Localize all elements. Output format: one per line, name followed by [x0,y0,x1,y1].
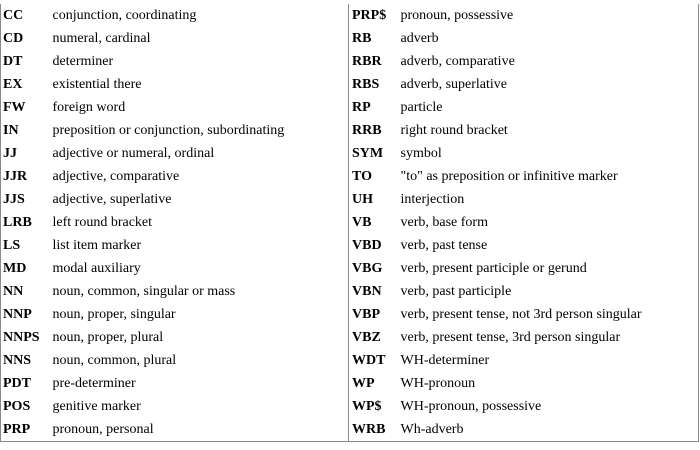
table-row: JJS adjective, superlative UH interjecti… [1,188,699,211]
right-description-cell: interjection [400,191,465,207]
table-row: NNS noun, common, plural WDT WH-determin… [1,349,699,372]
left-tag-cell: MD [3,260,27,276]
left-tag-cell: LRB [3,214,32,230]
right-tag-cell: RRB [352,122,382,138]
left-tag-cell: PRP [3,421,31,437]
right-description-cell: WH-determiner [400,352,490,368]
left-description-cell: preposition or conjunction, subordinatin… [49,119,349,142]
right-tag-cell: VBG [352,260,383,276]
left-description-cell: list item marker [49,234,349,257]
right-description-cell: adverb, comparative [400,53,515,69]
left-tag-cell: EX [3,76,23,92]
right-tag-cell: WP [352,375,375,391]
left-description-cell: pre-determiner [49,372,349,395]
left-description-cell: modal auxiliary [49,257,349,280]
right-tag-cell: WDT [352,352,386,368]
right-tag-cell: VBP [352,306,380,322]
right-description-cell: Wh-adverb [400,421,464,437]
left-tag-cell: NNS [3,352,32,368]
right-tag-cell: WP$ [352,398,382,414]
pos-tag-table: CC conjunction, coordinating PRP$ pronou… [0,4,699,442]
table-row: DT determiner RBR adverb, comparative [1,50,699,73]
right-tag-cell: RP [352,99,371,115]
right-description-cell: verb, present participle or gerund [400,260,587,276]
left-tag-cell: FW [3,99,26,115]
left-tag-cell: JJ [3,145,17,161]
table-row: CC conjunction, coordinating PRP$ pronou… [1,4,699,27]
right-description-cell: right round bracket [400,122,508,138]
right-tag-cell: RBS [352,76,380,92]
left-description-cell: conjunction, coordinating [49,4,349,27]
right-description-cell: symbol [400,145,442,161]
right-tag-cell: WRB [352,421,386,437]
table-row: NNP noun, proper, singular VBP verb, pre… [1,303,699,326]
right-tag-cell: VB [352,214,372,230]
table-row: CD numeral, cardinal RB adverb [1,27,699,50]
table-row: EX existential there RBS adverb, superla… [1,73,699,96]
right-description-cell: adverb [400,30,439,46]
left-tag-cell: POS [3,398,31,414]
left-description-cell: pronoun, personal [49,418,349,442]
left-tag-cell: JJS [3,191,25,207]
right-tag-cell: VBN [352,283,382,299]
table-row: FW foreign word RP particle [1,96,699,119]
table-row: NN noun, common, singular or mass VBN ve… [1,280,699,303]
left-description-cell: existential there [49,73,349,96]
left-tag-cell: JJR [3,168,28,184]
left-description-cell: noun, proper, plural [49,326,349,349]
left-description-cell: noun, common, singular or mass [49,280,349,303]
right-description-cell: verb, past participle [400,283,512,299]
right-tag-cell: RBR [352,53,382,69]
right-tag-cell: TO [352,168,372,184]
right-description-cell: verb, base form [400,214,488,230]
table-row: PDT pre-determiner WP WH-pronoun [1,372,699,395]
right-description-cell: verb, past tense [400,237,488,253]
table-row: LS list item marker VBD verb, past tense [1,234,699,257]
right-description-cell: adverb, superlative [400,76,508,92]
left-tag-cell: PDT [3,375,31,391]
left-description-cell: adjective, superlative [49,188,349,211]
left-tag-cell: CD [3,30,24,46]
left-description-cell: adjective or numeral, ordinal [49,142,349,165]
left-tag-cell: CC [3,7,24,23]
left-description-cell: numeral, cardinal [49,27,349,50]
right-tag-cell: UH [352,191,373,207]
table-row: JJR adjective, comparative TO "to" as pr… [1,165,699,188]
left-description-cell: foreign word [49,96,349,119]
table-row: IN preposition or conjunction, subordina… [1,119,699,142]
left-tag-cell: NNP [3,306,32,322]
right-description-cell: "to" as preposition or infinitive marker [400,168,618,184]
left-description-cell: noun, proper, singular [49,303,349,326]
right-tag-cell: PRP$ [352,7,387,23]
right-tag-cell: SYM [352,145,384,161]
right-description-cell: WH-pronoun [400,375,476,391]
left-tag-cell: LS [3,237,21,253]
left-tag-cell: DT [3,53,23,69]
right-description-cell: particle [400,99,443,115]
table-row: PRP pronoun, personal WRB Wh-adverb [1,418,699,442]
right-tag-cell: VBD [352,237,382,253]
right-description-cell: verb, present tense, not 3rd person sing… [400,306,642,322]
left-description-cell: noun, common, plural [49,349,349,372]
table-row: NNPS noun, proper, plural VBZ verb, pres… [1,326,699,349]
table-row: MD modal auxiliary VBG verb, present par… [1,257,699,280]
right-description-cell: pronoun, possessive [400,7,514,23]
table-row: POS genitive marker WP$ WH-pronoun, poss… [1,395,699,418]
left-tag-cell: IN [3,122,19,138]
right-tag-cell: VBZ [352,329,381,345]
right-tag-cell: RB [352,30,372,46]
left-tag-cell: NN [3,283,24,299]
right-description-cell: verb, present tense, 3rd person singular [400,329,621,345]
table-row: LRB left round bracket VB verb, base for… [1,211,699,234]
table-row: JJ adjective or numeral, ordinal SYM sym… [1,142,699,165]
pos-tag-table-body: CC conjunction, coordinating PRP$ pronou… [1,4,699,442]
right-description-cell: WH-pronoun, possessive [400,398,542,414]
left-description-cell: genitive marker [49,395,349,418]
left-description-cell: left round bracket [49,211,349,234]
left-description-cell: determiner [49,50,349,73]
left-description-cell: adjective, comparative [49,165,349,188]
left-tag-cell: NNPS [3,329,40,345]
